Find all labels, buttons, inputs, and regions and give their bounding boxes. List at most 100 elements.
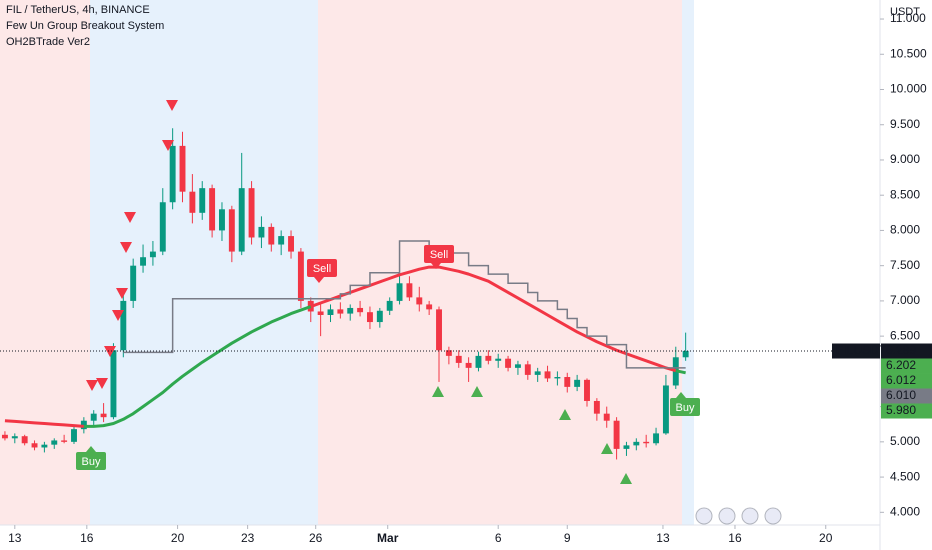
x-tick-label: 13 — [8, 531, 22, 545]
candle-body — [653, 433, 660, 444]
candle-body — [100, 413, 107, 418]
candle-body — [199, 188, 206, 213]
candle-body — [219, 209, 225, 231]
y-tick-label: 8.500 — [890, 187, 920, 201]
x-tick-label: 23 — [241, 531, 255, 545]
candle-body — [297, 251, 304, 301]
buy-box — [76, 452, 106, 470]
candle-body — [386, 300, 393, 311]
price-label-box — [881, 343, 932, 359]
indicator-name: OH2BTrade Ver2 — [6, 36, 90, 48]
candle-body — [406, 283, 413, 298]
plot — [1, 128, 689, 460]
y-tick-label: 4.000 — [890, 504, 920, 518]
bg-bull — [682, 0, 694, 525]
candle-body — [21, 436, 28, 444]
price-label-box — [881, 388, 932, 404]
candle-body — [544, 371, 551, 379]
candle-body — [317, 311, 324, 315]
price-label: 6.202 — [886, 358, 916, 372]
symbol-label: FILUSDT — [836, 343, 887, 357]
candle-body — [524, 364, 531, 375]
y-tick-label: 6.500 — [890, 328, 920, 342]
event-icon — [718, 507, 736, 525]
candle-body — [603, 413, 610, 421]
x-tick-label: 13 — [656, 531, 670, 545]
y-tick-label: 10.000 — [890, 82, 927, 96]
candle-body — [376, 310, 383, 323]
sell-box — [307, 259, 337, 277]
candle-body — [682, 350, 689, 358]
candle-body — [396, 283, 403, 301]
candle-body — [514, 364, 521, 368]
y-tick-label: 4.500 — [890, 469, 920, 483]
sell-label: Sell — [313, 263, 331, 275]
price-label: 5.980 — [886, 403, 916, 417]
candle-body — [71, 429, 77, 442]
buy-label: Buy — [676, 402, 695, 414]
candle-body — [445, 350, 452, 356]
candle-body — [238, 188, 245, 252]
candle-body — [120, 300, 127, 351]
x-tick-label: 9 — [564, 531, 571, 545]
buy-box — [670, 398, 700, 416]
candle-body — [41, 444, 48, 448]
candle-body — [90, 413, 97, 421]
y-tick-label: 10.500 — [890, 46, 927, 60]
candle-body — [475, 355, 482, 368]
candle-body — [485, 355, 492, 361]
candle-body — [584, 379, 590, 401]
candle-body — [169, 145, 176, 203]
candle-body — [258, 226, 265, 238]
y-tick-label: 7.000 — [890, 293, 920, 307]
candle-body — [347, 307, 354, 314]
x-tick-label: 16 — [728, 531, 742, 545]
candle-body — [61, 440, 68, 442]
backgrounds — [0, 0, 694, 525]
candle-body — [110, 350, 117, 418]
x-tick-label: 16 — [80, 531, 94, 545]
chart-title: FIL / TetherUS, 4h, BINANCE — [6, 4, 150, 16]
candle-body — [593, 400, 600, 414]
event-icon — [764, 507, 782, 525]
y-tick-label: 9.500 — [890, 117, 920, 131]
currency-label: USDT — [890, 6, 920, 18]
price-label: 6.010 — [886, 388, 916, 402]
candle-body — [495, 358, 502, 361]
candle-body — [149, 251, 156, 258]
buy-pointer — [86, 446, 96, 452]
symbol-box — [832, 343, 880, 359]
candle-body — [662, 385, 669, 434]
event-icon — [741, 507, 759, 525]
candle-body — [327, 309, 334, 315]
x-tick-label: Mar — [377, 531, 399, 545]
candle-body — [426, 304, 433, 310]
candle-body — [505, 358, 512, 368]
candle-body — [436, 309, 442, 351]
candle-body — [179, 145, 186, 192]
x-tick-label: 20 — [819, 531, 833, 545]
event-icons — [695, 507, 782, 525]
candle-body — [574, 379, 581, 387]
candle-body — [534, 371, 541, 375]
candle-body — [337, 309, 344, 314]
ma-line — [310, 265, 677, 373]
candle-body — [564, 377, 571, 387]
candle-body — [268, 226, 275, 245]
buy-pointer — [676, 392, 686, 398]
candle-body — [623, 445, 630, 449]
x-tick-label: 6 — [495, 531, 502, 545]
candle-body — [366, 312, 373, 323]
candle-body — [209, 188, 216, 231]
signal-labels: Buy Sell Sell Buy — [76, 245, 700, 470]
x-tick-label: 26 — [309, 531, 323, 545]
candle-body — [278, 236, 285, 245]
y-tick-label: 5.000 — [890, 434, 920, 448]
bg-bear — [318, 0, 682, 525]
y-tick-label: 7.500 — [890, 258, 920, 272]
sell-pointer — [314, 277, 324, 283]
candle-body — [288, 236, 294, 252]
candle-body — [643, 441, 650, 444]
buy-label: Buy — [82, 456, 101, 468]
